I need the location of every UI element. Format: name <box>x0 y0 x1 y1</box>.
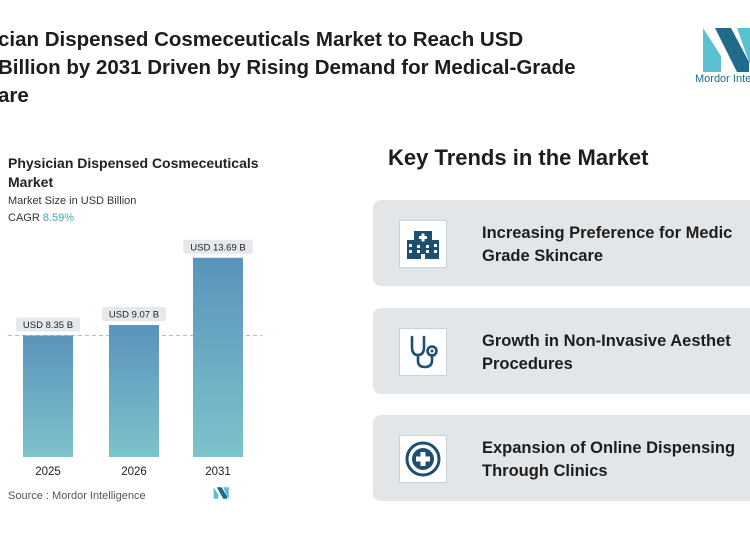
trend-text-line-2: Procedures <box>482 355 573 373</box>
bar-2025 <box>23 335 73 457</box>
data-label-box-2025 <box>16 317 80 332</box>
chart-title-line-1: Physician Dispensed Cosmeceuticals <box>8 155 259 171</box>
bar-chart: USD 8.35 B 2025 USD 9.07 B 2026 USD 13.69 B 2… <box>8 239 262 478</box>
trend-text: Increasing Preference for Medic Grade Sk… <box>482 222 732 268</box>
x-tick-label-2031: 2031 <box>205 466 231 478</box>
trend-icon-box <box>399 435 447 483</box>
headline-line-3: are <box>0 84 29 107</box>
trend-card-2: Growth in Non-Invasive Aesthet Procedure… <box>373 308 750 394</box>
trend-icon-box <box>399 328 447 376</box>
chart-title: Physician Dispensed Cosmeceuticals Marke… <box>8 154 259 192</box>
trend-text-line-2: Through Clinics <box>482 462 608 480</box>
data-label-box-2026 <box>102 307 166 322</box>
cagr-label: CAGR <box>8 212 40 224</box>
bar-2031 <box>193 257 243 457</box>
source-label: Source : <box>8 490 49 502</box>
headline: cian Dispensed Cosmeceuticals Market to … <box>0 26 658 110</box>
trend-text-line-1: Expansion of Online Dispensing <box>482 439 736 457</box>
hospital-icon <box>407 231 439 259</box>
trend-card-3: Expansion of Online Dispensing Through C… <box>373 415 750 501</box>
trend-text: Expansion of Online Dispensing Through C… <box>482 437 735 483</box>
trend-text-line-1: Growth in Non-Invasive Aesthet <box>482 332 731 350</box>
brand-logo-text: Mordor Inte <box>695 73 750 85</box>
cagr-value: 8.59% <box>42 212 75 224</box>
trend-text-line-1: Increasing Preference for Medic <box>482 224 733 242</box>
trend-card-1: Increasing Preference for Medic Grade Sk… <box>373 200 750 286</box>
cagr: CAGR 8.59% <box>8 212 74 224</box>
data-label-2025: USD 8.35 B <box>23 320 73 331</box>
key-trends-title: Key Trends in the Market <box>388 145 649 170</box>
trend-icon-box <box>399 220 447 268</box>
data-label-box-2031 <box>183 239 253 254</box>
x-tick-label-2026: 2026 <box>121 466 147 478</box>
x-tick-label-2025: 2025 <box>35 466 61 478</box>
data-label-2026: USD 9.07 B <box>109 310 159 321</box>
mordor-small-logo-icon <box>213 487 229 499</box>
medical-cross-icon <box>405 441 441 477</box>
headline-line-2: Billion by 2031 Driven by Rising Demand … <box>0 56 576 79</box>
headline-line-1: cian Dispensed Cosmeceuticals Market to … <box>0 28 524 51</box>
chart-title-line-2: Market <box>8 174 54 190</box>
chart-subtitle: Market Size in USD Billion <box>8 195 137 207</box>
trend-text-line-2: Grade Skincare <box>482 247 604 265</box>
source-name: Mordor Intelligence <box>52 490 146 502</box>
source: Source : Mordor Intelligence <box>8 490 146 502</box>
trend-text: Growth in Non-Invasive Aesthet Procedure… <box>482 330 731 376</box>
bar-2026 <box>109 325 159 457</box>
mordor-intelligence-logo-icon <box>703 28 750 72</box>
data-label-2031: USD 13.69 B <box>190 242 245 253</box>
stethoscope-icon <box>410 335 438 369</box>
